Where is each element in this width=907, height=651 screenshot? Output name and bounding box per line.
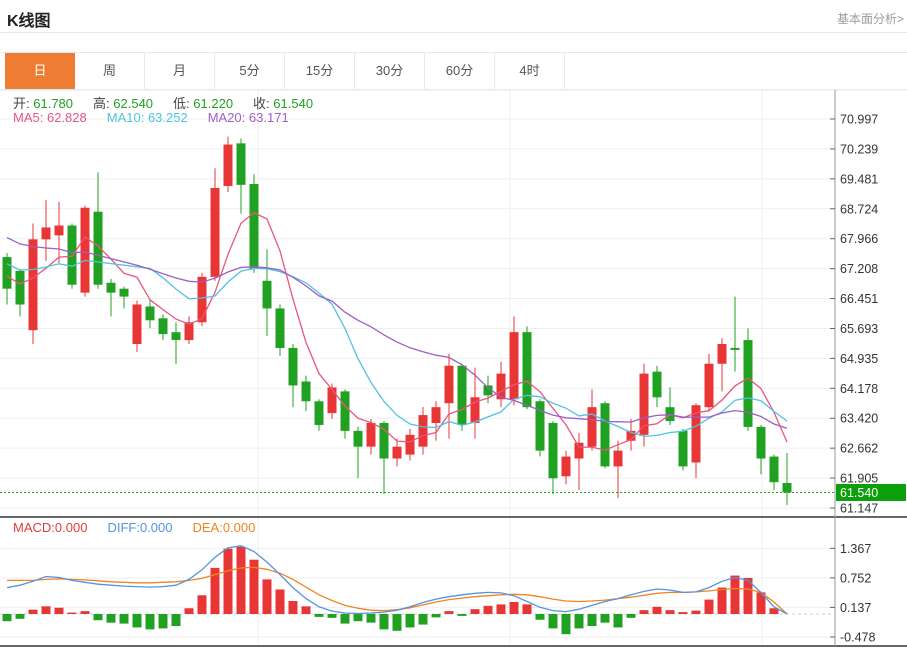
diff-label: DIFF: — [107, 520, 140, 535]
svg-text:0.137: 0.137 — [840, 601, 871, 615]
close-label: 收: — [253, 96, 270, 111]
tab-week[interactable]: 周 — [75, 53, 145, 89]
high-label: 高: — [93, 96, 110, 111]
ma10-label: MA10: — [106, 110, 145, 125]
svg-text:66.451: 66.451 — [840, 292, 878, 306]
ma-legend: MA5: 62.828 MA10: 63.252 MA20: 63.171 — [13, 110, 309, 125]
tab-30min[interactable]: 30分 — [355, 53, 425, 89]
tab-15min[interactable]: 15分 — [285, 53, 355, 89]
open-value: 61.780 — [33, 96, 74, 111]
svg-text:61.540: 61.540 — [840, 486, 878, 500]
svg-text:64.178: 64.178 — [840, 382, 878, 396]
macd-value: 0.000 — [54, 520, 88, 535]
svg-text:70.239: 70.239 — [840, 142, 878, 156]
header: K线图 基本面分析> — [0, 0, 907, 33]
ma20-value: 63.171 — [248, 110, 289, 125]
svg-text:67.966: 67.966 — [840, 232, 878, 246]
tab-day[interactable]: 日 — [5, 53, 75, 89]
tab-5min[interactable]: 5分 — [215, 53, 285, 89]
svg-text:70.997: 70.997 — [840, 113, 878, 127]
svg-text:69.481: 69.481 — [840, 172, 878, 186]
svg-text:63.420: 63.420 — [840, 412, 878, 426]
svg-text:65.693: 65.693 — [840, 322, 878, 336]
macd-legend: MACD:0.000 DIFF:0.000 DEA:0.000 — [13, 520, 275, 535]
macd-label: MACD: — [13, 520, 55, 535]
tab-60min[interactable]: 60分 — [425, 53, 495, 89]
diff-value: 0.000 — [139, 520, 173, 535]
fundamental-analysis-link[interactable]: 基本面分析> — [836, 12, 904, 26]
ma10-value: 63.252 — [147, 110, 188, 125]
close-value: 61.540 — [273, 96, 314, 111]
tab-4hour[interactable]: 4时 — [495, 53, 565, 89]
dea-label: DEA: — [192, 520, 223, 535]
svg-text:64.935: 64.935 — [840, 352, 878, 366]
svg-text:68.724: 68.724 — [840, 202, 878, 216]
svg-text:1.367: 1.367 — [840, 542, 871, 556]
ma20-label: MA20: — [207, 110, 246, 125]
ma5-value: 62.828 — [46, 110, 87, 125]
low-value: 61.220 — [193, 96, 234, 111]
tab-month[interactable]: 月 — [145, 53, 215, 89]
page-title: K线图 — [7, 13, 51, 30]
ma5-label: MA5: — [13, 110, 44, 125]
dea-value: 0.000 — [222, 520, 256, 535]
svg-text:61.147: 61.147 — [840, 502, 878, 516]
open-label: 开: — [13, 96, 30, 111]
svg-text:61.905: 61.905 — [840, 472, 878, 486]
high-value: 62.540 — [113, 96, 154, 111]
svg-text:-0.478: -0.478 — [840, 630, 875, 644]
ohlc-legend: 开: 61.780 高: 62.540 低: 61.220 收: 61.540 — [13, 93, 333, 112]
svg-text:67.208: 67.208 — [840, 262, 878, 276]
low-label: 低: — [173, 96, 190, 111]
svg-text:0.752: 0.752 — [840, 571, 871, 585]
svg-text:62.662: 62.662 — [840, 442, 878, 456]
interval-tabbar: 日 周 月 5分 15分 30分 60分 4时 — [0, 52, 907, 90]
